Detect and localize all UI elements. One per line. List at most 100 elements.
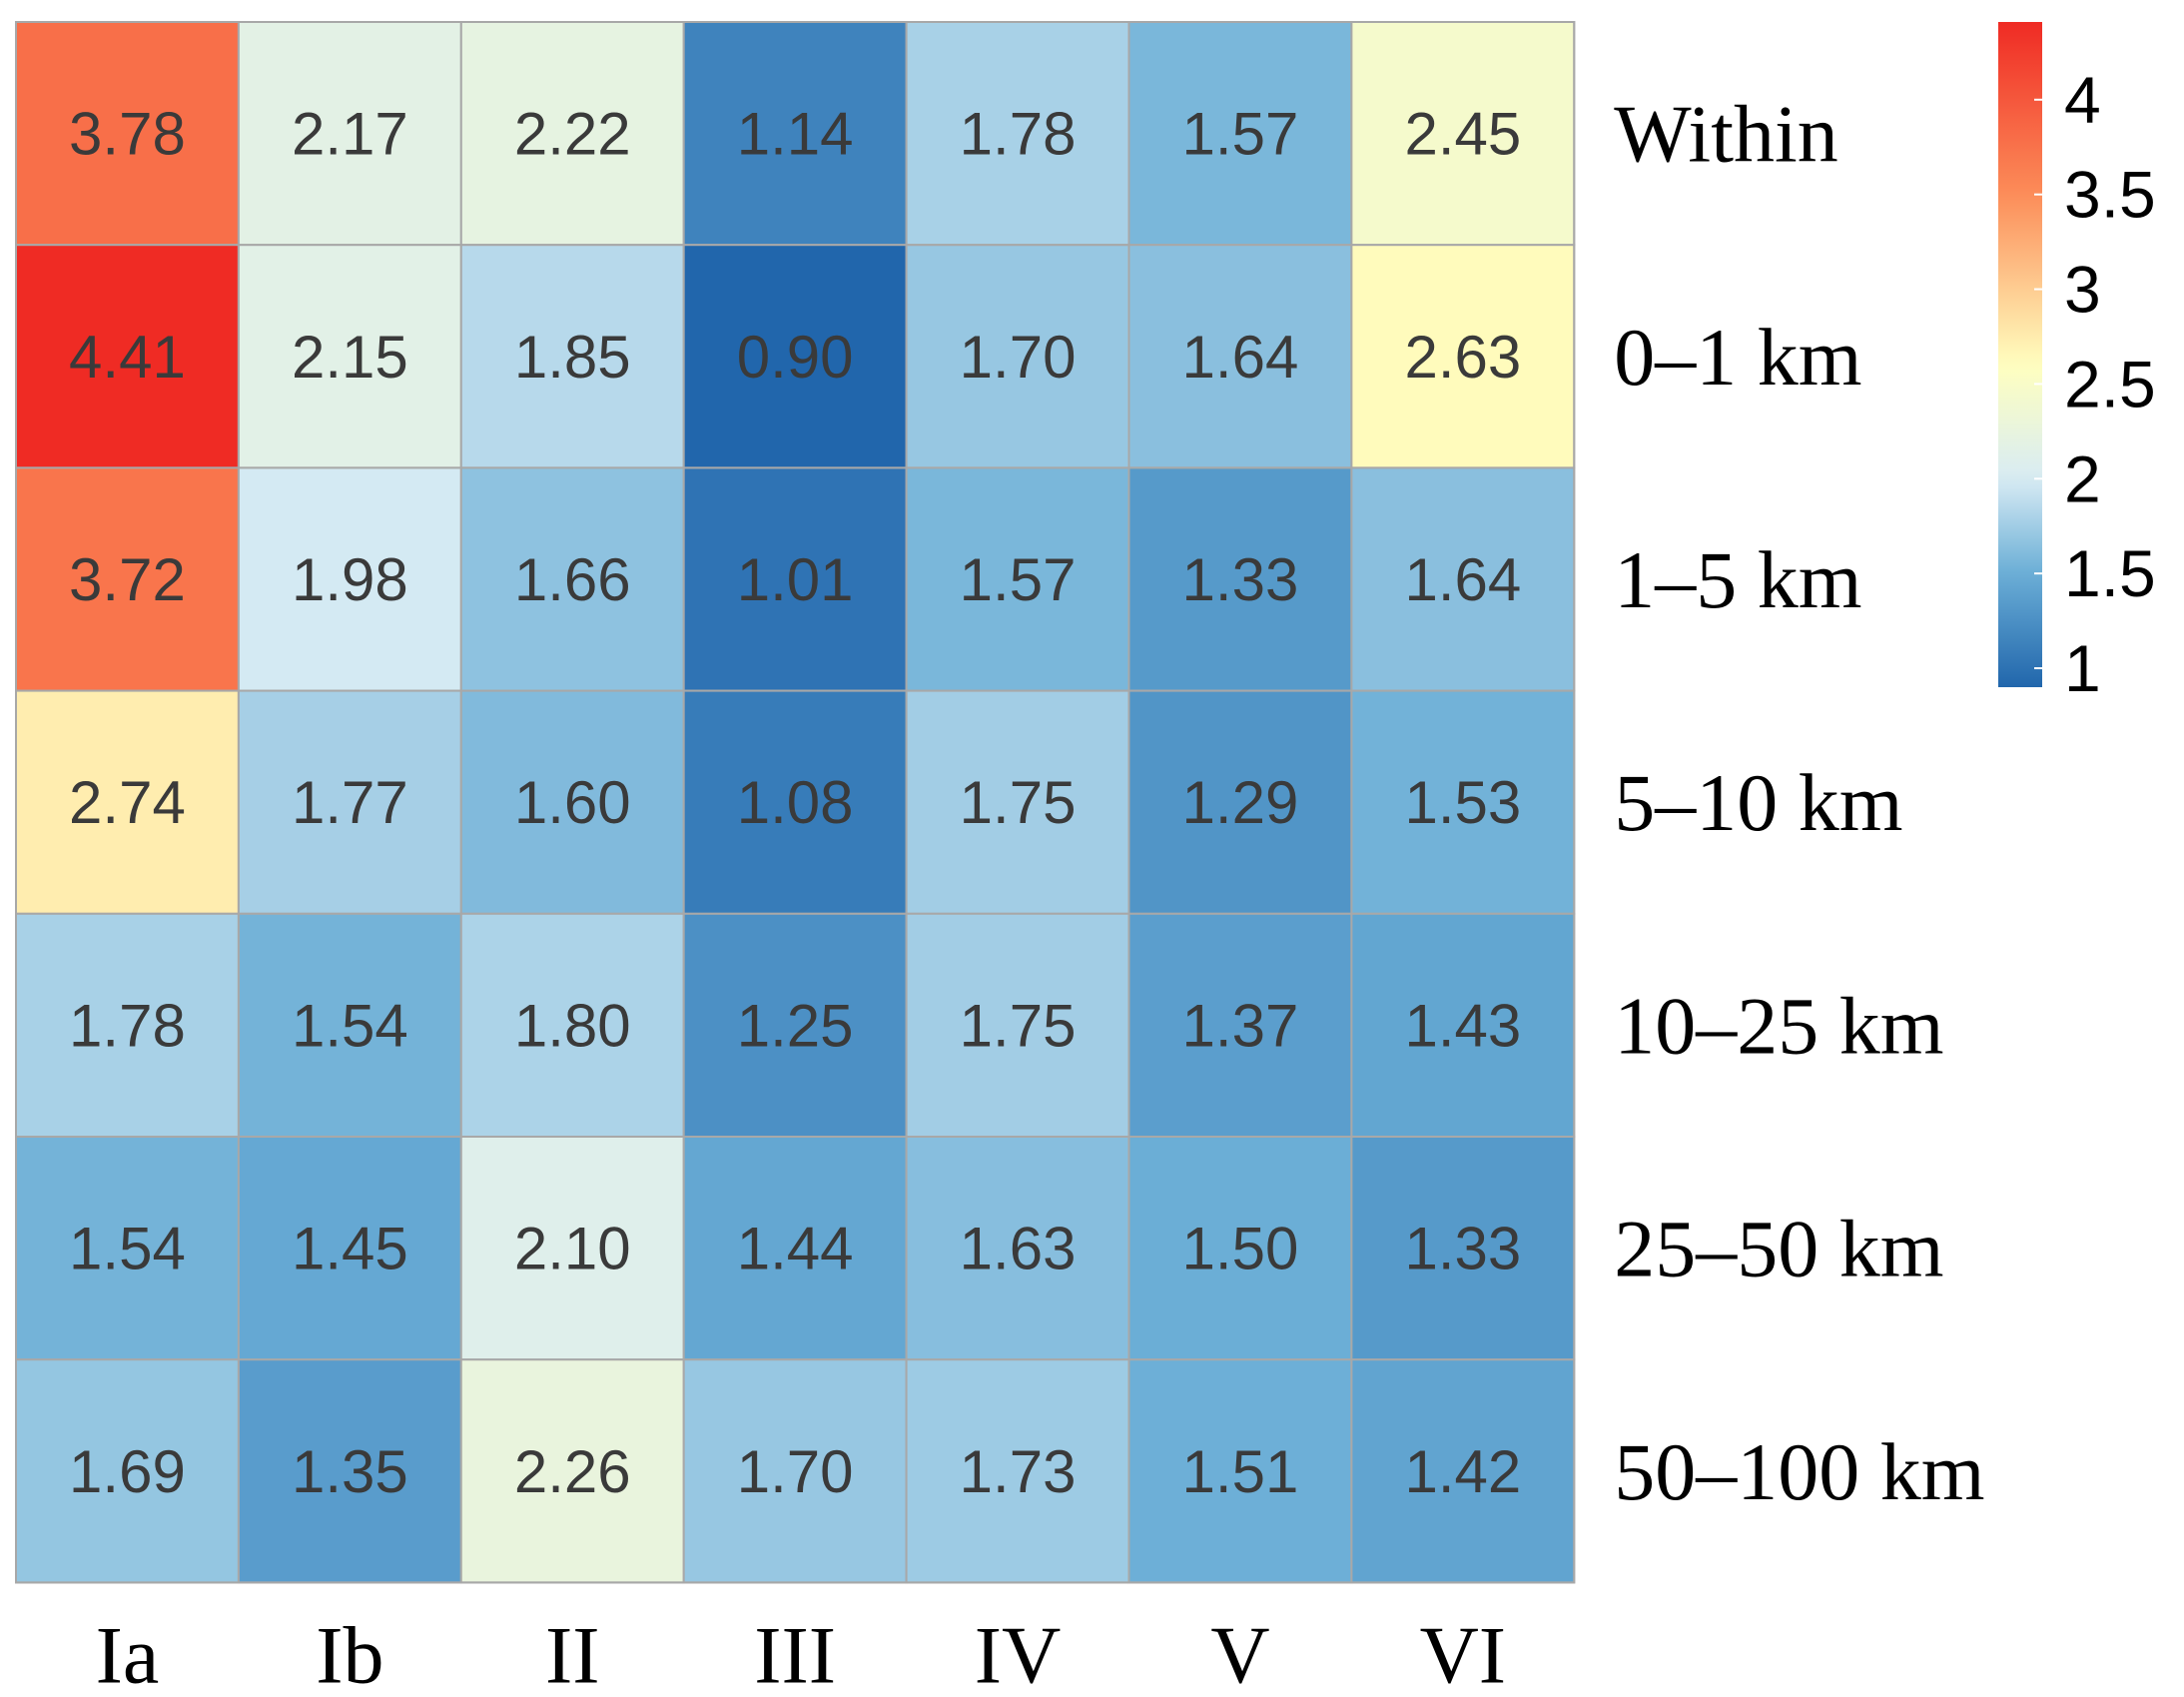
- cell-value-label: 2.45: [1404, 101, 1521, 168]
- heatmap-cell: [1127, 1358, 1353, 1584]
- row-label: 1–5 km: [1614, 534, 1861, 625]
- cell-value-label: 0.90: [737, 324, 854, 391]
- cell-value-label: 1.85: [514, 324, 631, 391]
- heatmap-cell: [15, 1358, 240, 1584]
- heatmap-cell: [682, 689, 908, 915]
- legend-tick-label: 4: [2064, 63, 2101, 137]
- legend-tick-label: 3.5: [2064, 158, 2156, 232]
- cell-value-label: 1.70: [737, 1438, 854, 1505]
- heatmap-cell: [682, 21, 908, 247]
- cell-value-label: 2.22: [514, 101, 631, 168]
- cell-value-label: 3.72: [69, 546, 186, 613]
- heatmap-cell: [1350, 912, 1576, 1138]
- cell-value-label: 1.54: [292, 992, 408, 1059]
- legend-tick-label: 2: [2064, 441, 2101, 515]
- row-label: 0–1 km: [1614, 312, 1861, 403]
- row-label: 10–25 km: [1614, 980, 1943, 1071]
- column-label: II: [545, 1609, 600, 1697]
- cell-value-label: 1.42: [1404, 1438, 1521, 1505]
- heatmap-cell: [1350, 466, 1576, 692]
- heatmap-cell: [905, 1136, 1130, 1361]
- cell-value-label: 1.33: [1404, 1216, 1521, 1282]
- heatmap-cell: [1350, 689, 1576, 915]
- cell-value-label: 1.08: [737, 769, 854, 836]
- heatmap-cell: [682, 1358, 908, 1584]
- cell-value-label: 1.51: [1182, 1438, 1299, 1505]
- heatmap-cell: [237, 21, 462, 247]
- heatmap-cell: [237, 466, 462, 692]
- cell-value-label: 1.35: [292, 1438, 408, 1505]
- heatmap-cell: [237, 689, 462, 915]
- cell-value-label: 1.44: [737, 1216, 854, 1282]
- legend-tick-label: 1.5: [2064, 536, 2156, 610]
- cell-value-label: 1.50: [1182, 1216, 1299, 1282]
- cell-value-label: 1.45: [292, 1216, 408, 1282]
- heatmap-cell: [905, 1358, 1130, 1584]
- legend-colorbar: [1998, 22, 2042, 687]
- cell-value-label: 1.64: [1404, 546, 1521, 613]
- cell-value-label: 2.74: [69, 769, 186, 836]
- cell-value-label: 1.53: [1404, 769, 1521, 836]
- cell-value-label: 1.33: [1182, 546, 1299, 613]
- cell-value-label: 1.78: [69, 992, 186, 1059]
- cell-value-label: 1.66: [514, 546, 631, 613]
- heatmap-cell: [1127, 689, 1353, 915]
- heatmap-cell: [15, 244, 240, 469]
- heatmap-cell: [15, 912, 240, 1138]
- legend-tick-label: 1: [2064, 631, 2101, 705]
- heatmap-cell: [1127, 21, 1353, 247]
- cell-value-label: 1.98: [292, 546, 408, 613]
- cell-value-label: 2.15: [292, 324, 408, 391]
- cell-value-label: 1.73: [960, 1438, 1077, 1505]
- cell-value-label: 1.75: [960, 769, 1077, 836]
- heatmap-cell: [15, 1136, 240, 1361]
- heatmap-cell: [1350, 1136, 1576, 1361]
- heatmap-cells: 3.78 2.17 2.22 1.14 1.78 1.57 2.45 4.41 2.15 1.85…: [15, 21, 1576, 1584]
- heatmap-cell: [237, 1136, 462, 1361]
- heatmap-cell: [905, 466, 1130, 692]
- column-label: III: [754, 1609, 836, 1697]
- row-label: Within: [1614, 89, 1837, 180]
- cell-value-label: 2.63: [1404, 324, 1521, 391]
- cell-value-label: 1.57: [960, 546, 1077, 613]
- cell-value-label: 3.78: [69, 101, 186, 168]
- heatmap-cell: [1127, 466, 1353, 692]
- heatmap-cell: [1127, 244, 1353, 469]
- cell-value-label: 1.01: [737, 546, 854, 613]
- cell-value-label: 1.80: [514, 992, 631, 1059]
- column-label: V: [1210, 1609, 1269, 1697]
- heatmap-cell: [15, 21, 240, 247]
- heatmap-cell: [459, 912, 685, 1138]
- heatmap-cell: [459, 1358, 685, 1584]
- legend-tick-label: 3: [2064, 253, 2101, 327]
- legend-tick-label: 2.5: [2064, 347, 2156, 421]
- cell-value-label: 2.26: [514, 1438, 631, 1505]
- heatmap-border: [15, 21, 1576, 1584]
- column-label: Ib: [316, 1609, 383, 1697]
- cell-value-label: 1.37: [1182, 992, 1299, 1059]
- cell-value-label: 1.29: [1182, 769, 1299, 836]
- cell-value-label: 1.63: [960, 1216, 1077, 1282]
- cell-value-label: 1.77: [292, 769, 408, 836]
- column-label: VI: [1420, 1609, 1507, 1697]
- cell-value-label: 1.69: [69, 1438, 186, 1505]
- column-labels: Ia Ib II III IV V VI: [96, 1609, 1507, 1697]
- cell-value-label: 1.64: [1182, 324, 1299, 391]
- heatmap-cell: [1350, 1358, 1576, 1584]
- heatmap-cell: [15, 466, 240, 692]
- cell-value-label: 1.54: [69, 1216, 186, 1282]
- color-legend: 1 1.5 2 2.5 3 3.5 4: [1998, 22, 2156, 705]
- column-label: IV: [975, 1609, 1062, 1697]
- cell-value-label: 1.60: [514, 769, 631, 836]
- row-label: 50–100 km: [1614, 1426, 1984, 1517]
- heatmap-cell: [1350, 244, 1576, 469]
- cell-value-label: 1.57: [1182, 101, 1299, 168]
- heatmap-cell: [459, 1136, 685, 1361]
- heatmap-cell: [682, 1136, 908, 1361]
- heatmap-cell: [682, 466, 908, 692]
- cell-value-label: 1.78: [960, 101, 1077, 168]
- cell-value-label: 2.10: [514, 1216, 631, 1282]
- heatmap-cell: [905, 244, 1130, 469]
